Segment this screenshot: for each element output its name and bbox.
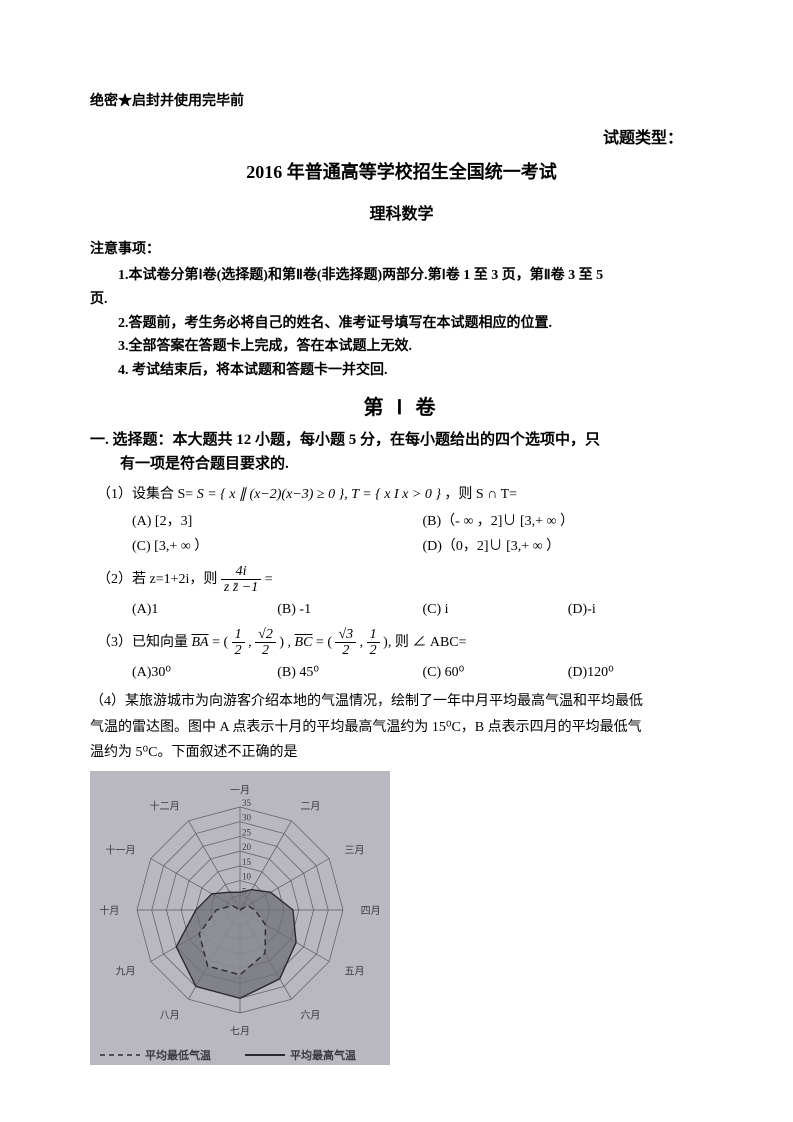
svg-text:七月: 七月 — [230, 1026, 250, 1038]
q3-vec-ba: BA — [192, 635, 209, 650]
q2-frac-num: 4i — [221, 564, 261, 580]
q2-opt-a: (A)1 — [132, 597, 277, 622]
q3-opt-b: (B) 45⁰ — [277, 660, 422, 685]
svg-text:六月: 六月 — [300, 1010, 320, 1022]
svg-text:十一月: 十一月 — [106, 844, 136, 857]
q1-opt-c: (C) [3,+ ∞ ） — [132, 534, 423, 559]
q3-f3n: √3 — [335, 627, 356, 643]
q1-options: (A) [2，3] (B)（- ∞ ，2]∪ [3,+ ∞ ） (C) [3,+… — [132, 509, 713, 559]
svg-text:15: 15 — [242, 857, 252, 867]
q3-frac3: √32 — [335, 627, 356, 659]
q3-f4n: 1 — [367, 627, 380, 643]
svg-text:十二月: 十二月 — [150, 800, 180, 813]
svg-text:二月: 二月 — [300, 801, 320, 813]
q2-opt-c: (C) i — [423, 597, 568, 622]
svg-text:三月: 三月 — [344, 845, 364, 857]
subject-title: 理科数学 — [90, 200, 713, 224]
q3-f2n: √2 — [255, 627, 276, 643]
svg-text:五月: 五月 — [344, 965, 364, 977]
svg-text:十月: 十月 — [99, 904, 119, 917]
svg-text:20: 20 — [242, 842, 252, 852]
q3-frac1: 12 — [232, 627, 245, 659]
notice-item: 4. 考试结束后，将本试题和答题卡一并交回. — [90, 359, 713, 383]
svg-text:一月: 一月 — [230, 784, 250, 796]
svg-text:四月: 四月 — [361, 905, 381, 917]
q2-options: (A)1 (B) -1 (C) i (D)-i — [132, 597, 713, 622]
section-1-title: 第 Ⅰ 卷 — [90, 391, 713, 420]
exam-title: 2016 年普通高等学校招生全国统一考试 — [90, 158, 713, 184]
question-4: （4）某旅游城市为向游客介绍本地的气温情况，绘制了一年中月平均最高气温和平均最低… — [90, 689, 713, 765]
q3-comma2: , — [360, 635, 367, 650]
q2-suffix: = — [265, 572, 273, 587]
q3-f1n: 1 — [232, 627, 245, 643]
svg-text:平均最高气温: 平均最高气温 — [290, 1048, 356, 1062]
svg-text:25: 25 — [242, 827, 252, 837]
q4-line2: 气温的雷达图。图中 A 点表示十月的平均最高气温约为 15⁰C，B 点表示四月的… — [90, 715, 713, 740]
question-1: （1）设集合 S= S = { x ∥ (x−2)(x−3) ≥ 0 }, T … — [90, 482, 713, 560]
q3-eq2: = ( — [316, 635, 332, 650]
svg-text:30: 30 — [242, 813, 252, 823]
q2-stem: （2）若 z=1+2i，则 4i z z̄ −1 = — [97, 572, 273, 587]
q3-vec-bc: BC — [295, 635, 313, 650]
svg-text:九月: 九月 — [116, 965, 136, 977]
part-1-title: 一. 选择题：本大题共 12 小题，每小题 5 分，在每小题给出的四个选项中，只… — [90, 428, 713, 476]
secret-line: 绝密★启封并使用完毕前 — [90, 90, 713, 110]
q3-f4d: 2 — [367, 643, 380, 658]
q2-frac-den: z z̄ −1 — [221, 580, 261, 595]
q1-prefix: （1）设集合 S= — [97, 487, 197, 502]
notice-item: 页. — [90, 288, 713, 312]
part-1-line1: 一. 选择题：本大题共 12 小题，每小题 5 分，在每小题给出的四个选项中，只 — [90, 428, 713, 452]
radar-svg: 05101520253035一月二月三月四月五月六月七月八月九月十月十一月十二月… — [90, 771, 390, 1065]
notice-title: 注意事项： — [90, 238, 713, 258]
q4-line1: （4）某旅游城市为向游客介绍本地的气温情况，绘制了一年中月平均最高气温和平均最低 — [90, 689, 713, 714]
q3-end: ), 则 ∠ ABC= — [383, 635, 466, 650]
q3-frac2: √22 — [255, 627, 276, 659]
q3-eq1: = ( — [212, 635, 228, 650]
svg-text:平均最低气温: 平均最低气温 — [145, 1048, 211, 1062]
svg-text:八月: 八月 — [160, 1010, 180, 1022]
q3-comma1: , — [248, 635, 255, 650]
q2-opt-b: (B) -1 — [277, 597, 422, 622]
q1-opt-b: (B)（- ∞ ，2]∪ [3,+ ∞ ） — [423, 509, 714, 534]
notice-item: 1.本试卷分第Ⅰ卷(选择题)和第Ⅱ卷(非选择题)两部分.第Ⅰ卷 1 至 3 页，… — [90, 264, 713, 288]
q3-opt-a: (A)30⁰ — [132, 660, 277, 685]
q1-suffix: ，则 S ∩ T= — [444, 487, 517, 502]
q3-opt-c: (C) 60⁰ — [423, 660, 568, 685]
notice-item: 2.答题前，考生务必将自己的姓名、准考证号填写在本试题相应的位置. — [90, 312, 713, 336]
q2-fraction: 4i z z̄ −1 — [221, 564, 261, 596]
notice-item: 3.全部答案在答题卡上完成，答在本试题上无效. — [90, 335, 713, 359]
q4-line3: 温约为 5⁰C。下面叙述不正确的是 — [90, 740, 713, 765]
q3-options: (A)30⁰ (B) 45⁰ (C) 60⁰ (D)120⁰ — [132, 660, 713, 685]
q1-set: S = { x ∥ (x−2)(x−3) ≥ 0 }, T = { x I x … — [197, 487, 441, 502]
q1-opt-d: (D)（0，2]∪ [3,+ ∞ ） — [423, 534, 714, 559]
question-3: （3）已知向量 BA = ( 12 , √22 ) , BC = ( √32 ,… — [90, 627, 713, 686]
svg-text:10: 10 — [242, 872, 252, 882]
q1-stem: （1）设集合 S= S = { x ∥ (x−2)(x−3) ≥ 0 }, T … — [97, 487, 517, 502]
q3-stem: （3）已知向量 BA = ( 12 , √22 ) , BC = ( √32 ,… — [97, 635, 467, 650]
q2-opt-d: (D)-i — [568, 597, 713, 622]
q3-mid: ) , — [279, 635, 294, 650]
q3-prefix: （3）已知向量 — [97, 635, 188, 650]
q3-f2d: 2 — [255, 643, 276, 658]
q2-prefix: （2）若 z=1+2i，则 — [97, 572, 217, 587]
q3-f1d: 2 — [232, 643, 245, 658]
svg-text:35: 35 — [242, 798, 252, 808]
q3-f3d: 2 — [335, 643, 356, 658]
radar-chart: 05101520253035一月二月三月四月五月六月七月八月九月十月十一月十二月… — [90, 771, 713, 1065]
q3-opt-d: (D)120⁰ — [568, 660, 713, 685]
q3-frac4: 12 — [367, 627, 380, 659]
type-label: 试题类型： — [90, 124, 683, 148]
part-1-line2: 有一项是符合题目要求的. — [120, 452, 713, 476]
question-2: （2）若 z=1+2i，则 4i z z̄ −1 = (A)1 (B) -1 (… — [90, 564, 713, 623]
q1-opt-a: (A) [2，3] — [132, 509, 423, 534]
